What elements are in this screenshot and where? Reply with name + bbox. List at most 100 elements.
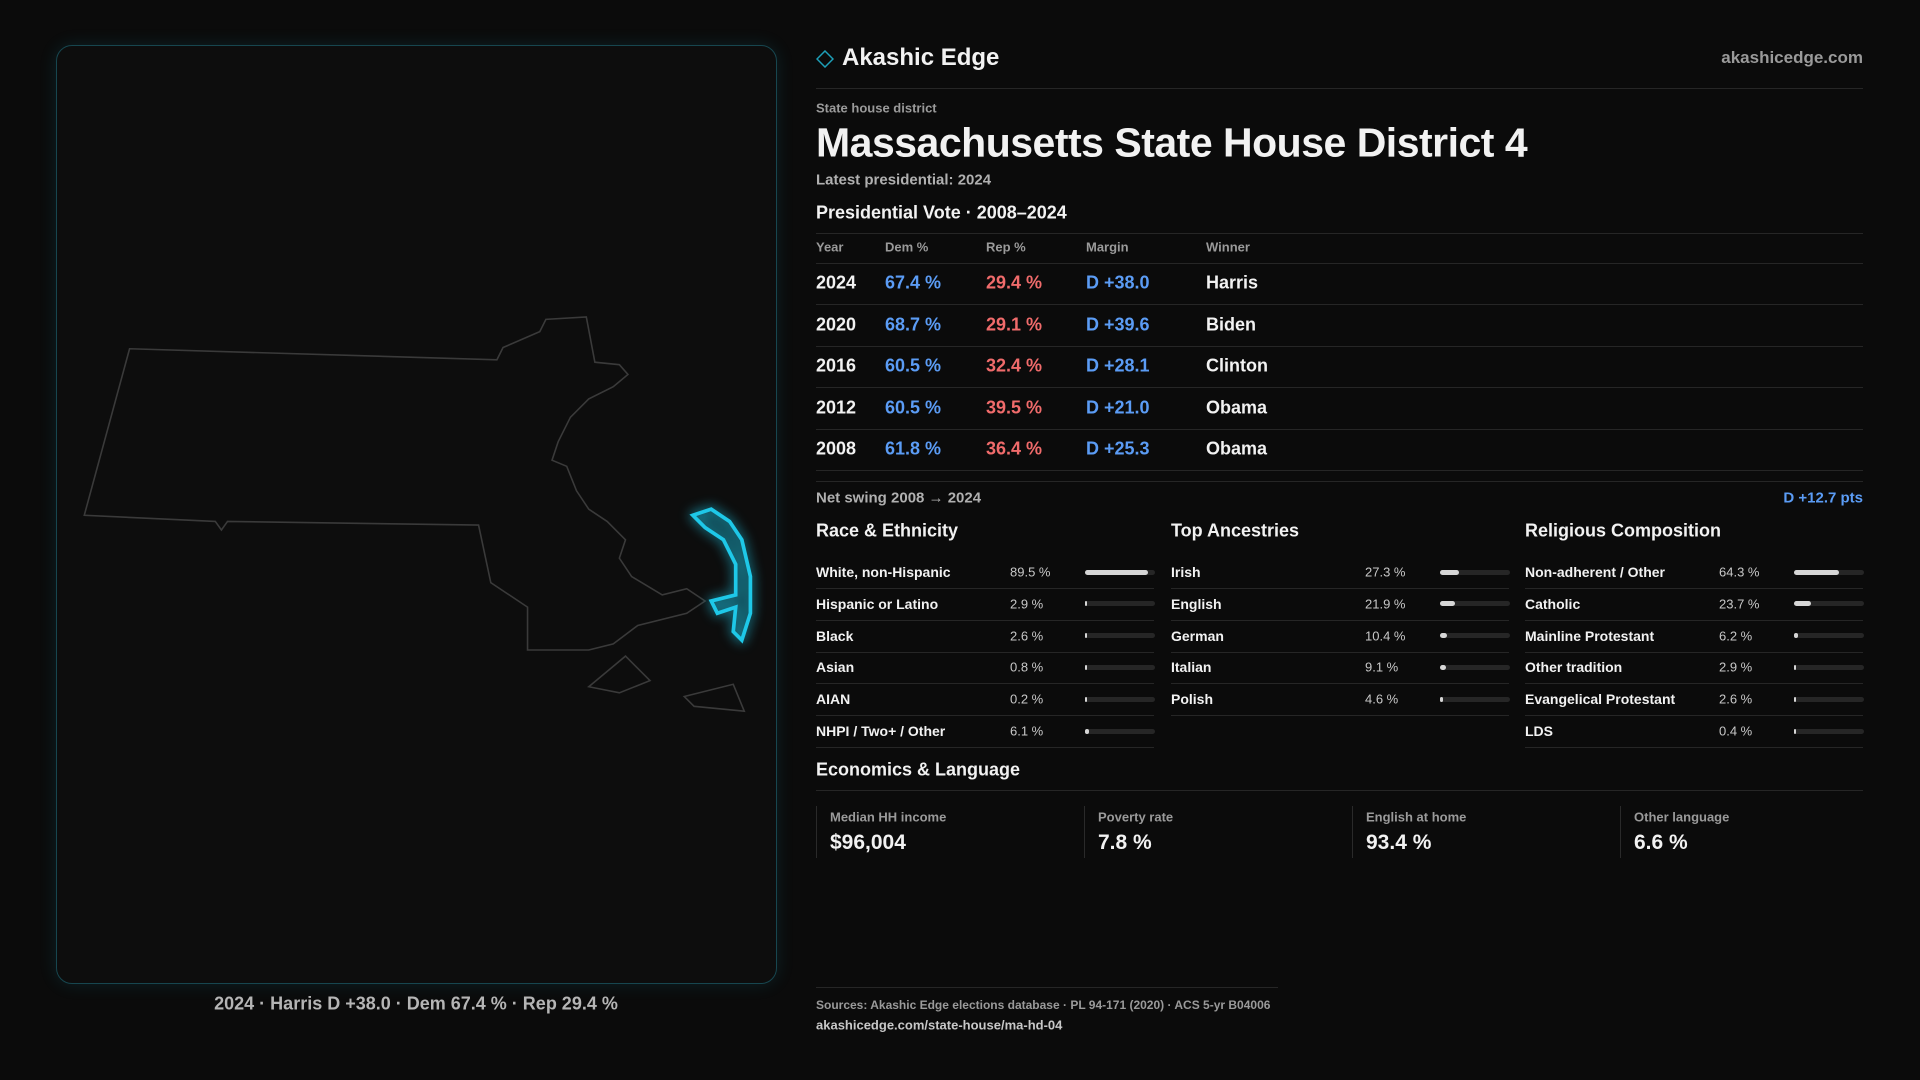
divider [1171, 683, 1509, 685]
card-border [1084, 806, 1085, 858]
bar-track [1440, 696, 1510, 702]
district [689, 507, 753, 644]
card-label: Poverty rate [1098, 809, 1174, 825]
bar-track [1794, 569, 1864, 575]
panel-title: Race & Ethnicity [816, 520, 959, 541]
cell: D +38.0 [1086, 272, 1150, 293]
divider [816, 588, 1154, 589]
row-name: German [1171, 627, 1224, 644]
divider [1171, 715, 1509, 717]
map [83, 316, 753, 713]
row-value: 2.9 % [1010, 596, 1044, 612]
bar [1440, 569, 1460, 575]
bar-track [1085, 633, 1155, 639]
net-swing-label: Net swing 2008 → 2024 [816, 489, 982, 507]
panel-title: Religious Composition [1525, 520, 1721, 541]
island [586, 655, 652, 694]
card-border [816, 806, 817, 858]
bar [1440, 664, 1447, 670]
column-header: Rep % [986, 239, 1026, 255]
divider [816, 683, 1154, 685]
row-name: LDS [1525, 723, 1553, 739]
bar-track [1085, 569, 1155, 575]
row-value: 21.9 % [1365, 596, 1406, 612]
row-name: Polish [1171, 691, 1214, 708]
divider [816, 790, 1863, 791]
row-value: 64.3 % [1719, 564, 1760, 580]
bar-track [1440, 664, 1510, 670]
bar [1794, 696, 1796, 702]
bar [1085, 664, 1087, 670]
bar [1085, 696, 1087, 702]
cell: 29.4 % [986, 272, 1043, 293]
divider [816, 470, 1863, 472]
card-label: Median HH income [830, 809, 947, 825]
bar-track [1440, 601, 1510, 607]
divider [816, 747, 1154, 748]
bar-track [1794, 633, 1864, 639]
logo [816, 50, 834, 68]
bar [1794, 664, 1797, 670]
row-name: Evangelical Protestant [1525, 691, 1676, 708]
bar-track [1794, 696, 1864, 702]
row-name: English [1171, 595, 1222, 612]
row-value: 6.1 % [1010, 723, 1044, 739]
divider [1525, 747, 1863, 748]
cell: 60.5 % [885, 355, 942, 376]
row-name: Hispanic or Latino [816, 595, 939, 612]
divider [816, 88, 1863, 89]
row-value: 10.4 % [1365, 628, 1406, 644]
divider [816, 619, 1154, 621]
bar-track [1085, 696, 1155, 702]
bar-track [1440, 633, 1510, 639]
cell: 61.8 % [885, 438, 942, 459]
row-name: AIAN [816, 691, 851, 708]
card-border [1352, 806, 1353, 858]
bar-track [1794, 601, 1864, 607]
state-outline [83, 316, 746, 713]
divider [1171, 619, 1509, 621]
row-name: Irish [1171, 564, 1201, 580]
cell: 39.5 % [986, 397, 1043, 418]
cell: D +25.3 [1086, 438, 1150, 459]
divider [816, 987, 1278, 988]
cell: Harris [1206, 272, 1259, 293]
map-panel [56, 45, 777, 984]
bar-track [1085, 601, 1155, 607]
cell: D +21.0 [1086, 397, 1150, 418]
bar [1440, 633, 1448, 639]
url: akashicedge.com/state-house/ma-hd-04 [816, 1017, 1063, 1033]
cell: 2024 [816, 272, 857, 293]
cell: 2008 [816, 438, 857, 459]
divider [816, 387, 1863, 389]
column-header: Dem % [885, 239, 929, 255]
row-name: White, non-Hispanic [816, 564, 951, 580]
cell: 2016 [816, 355, 857, 376]
row-name: NHPI / Two+ / Other [816, 723, 946, 739]
row-name: Italian [1171, 659, 1212, 676]
cell: Biden [1206, 314, 1257, 335]
title: Massachusetts State House District 4 [816, 119, 1528, 166]
table-title: Presidential Vote · 2008–2024 [816, 202, 1067, 223]
cell: 2020 [816, 314, 857, 335]
bar [1440, 696, 1444, 702]
cell: 29.1 % [986, 314, 1043, 335]
cell: 36.4 % [986, 438, 1043, 459]
bar [1794, 569, 1839, 575]
cell: Clinton [1206, 355, 1268, 376]
bar [1794, 633, 1799, 639]
bar-track [1085, 728, 1155, 734]
sources: Sources: Akashic Edge elections database… [816, 998, 1271, 1012]
bar [1085, 601, 1088, 607]
column-header: Year [816, 239, 844, 255]
column-header: Winner [1206, 239, 1250, 255]
brand-name: Akashic Edge [842, 44, 1000, 71]
row-name: Asian [816, 659, 855, 676]
divider [816, 481, 1863, 482]
card-border [1620, 806, 1621, 858]
district-shape [689, 507, 753, 644]
divider [1525, 651, 1863, 653]
cell: 60.5 % [885, 397, 942, 418]
bar [1794, 601, 1811, 607]
divider [1525, 619, 1863, 621]
